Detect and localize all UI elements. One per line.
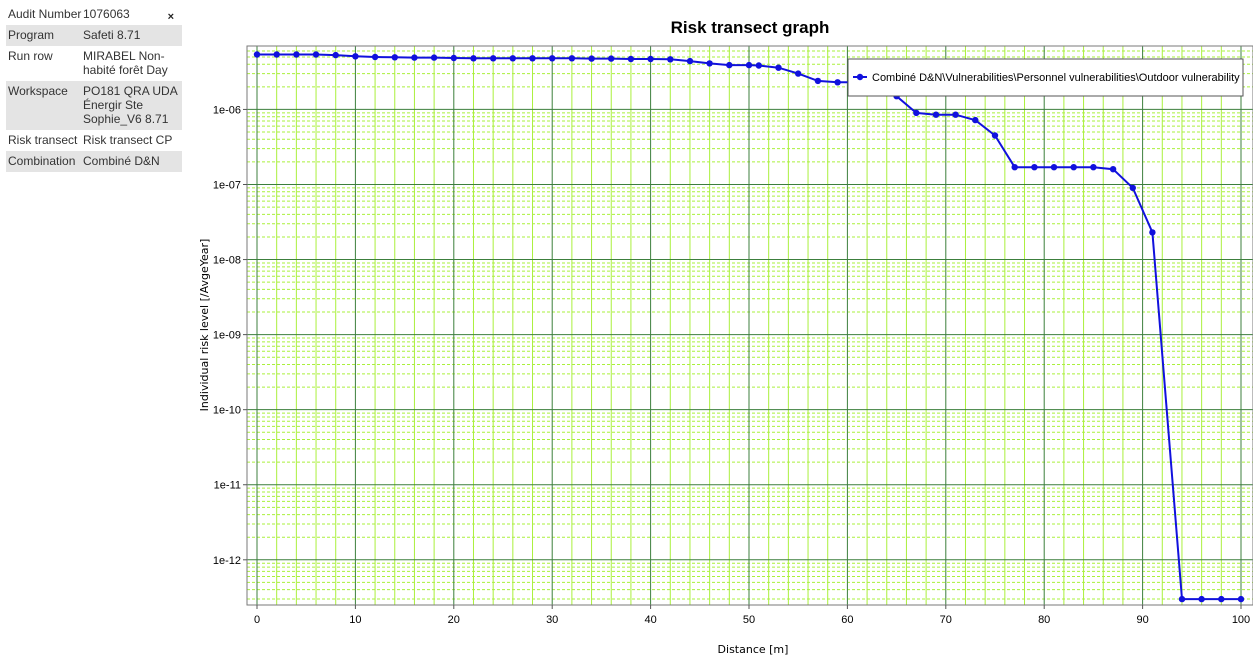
x-tick-label: 60 bbox=[841, 614, 853, 626]
x-tick-label: 80 bbox=[1038, 614, 1050, 626]
data-point bbox=[1070, 164, 1077, 171]
data-point bbox=[490, 55, 497, 62]
data-point bbox=[1090, 164, 1097, 171]
data-point bbox=[509, 55, 516, 62]
y-tick-label: 1e-11 bbox=[214, 480, 241, 492]
info-row-run-row: Run row MIRABEL Non-habité forêt Day bbox=[6, 46, 182, 81]
y-tick-label: 1e-09 bbox=[213, 330, 241, 342]
info-row-audit-number: Audit Number 1076063 bbox=[6, 4, 182, 25]
chart-grid bbox=[247, 45, 1253, 605]
data-point bbox=[1237, 595, 1245, 603]
x-tick-label: 70 bbox=[940, 614, 952, 626]
data-point bbox=[647, 55, 654, 63]
data-point bbox=[352, 53, 359, 60]
legend-box bbox=[847, 58, 1244, 97]
info-value: Safeti 8.71 bbox=[83, 28, 141, 42]
series-layer bbox=[253, 51, 1245, 603]
data-point bbox=[972, 116, 979, 124]
x-tick-label: 40 bbox=[644, 614, 656, 626]
data-point bbox=[430, 54, 438, 61]
data-point bbox=[568, 55, 576, 62]
info-row-combination: Combination Combiné D&N bbox=[6, 151, 182, 172]
y-tick-label: 1e-12 bbox=[213, 555, 241, 567]
x-tick-label: 20 bbox=[448, 614, 460, 626]
data-point bbox=[411, 54, 418, 61]
legend-marker bbox=[856, 73, 864, 81]
data-point bbox=[391, 54, 398, 61]
plot-area bbox=[246, 45, 1253, 606]
data-point bbox=[952, 111, 959, 118]
data-point bbox=[1129, 184, 1137, 192]
info-label: Program bbox=[8, 28, 55, 42]
data-point bbox=[834, 79, 841, 86]
data-point bbox=[332, 51, 339, 59]
data-point bbox=[1218, 595, 1225, 603]
info-label: Audit Number bbox=[8, 7, 82, 21]
y-tick-label: 1e-08 bbox=[213, 255, 241, 267]
data-point bbox=[1011, 164, 1018, 171]
info-label: Workspace bbox=[8, 84, 68, 98]
data-point bbox=[1109, 166, 1117, 173]
data-point bbox=[932, 111, 940, 118]
legend: Combiné D&N\Vulnerabilities\Personnel vu… bbox=[847, 58, 1244, 97]
y-tick-label: 1e-10 bbox=[213, 405, 241, 417]
data-point bbox=[450, 54, 457, 62]
data-point bbox=[1178, 595, 1186, 603]
data-point bbox=[745, 61, 753, 69]
info-row-program: Program Safeti 8.71 bbox=[6, 25, 182, 46]
data-point bbox=[627, 55, 635, 63]
data-point bbox=[1050, 164, 1058, 171]
audit-info-panel: × Audit Number 1076063 Program Safeti 8.… bbox=[6, 4, 182, 172]
close-icon[interactable]: × bbox=[167, 11, 174, 23]
x-axis-label: Distance [m] bbox=[718, 643, 789, 656]
x-tick-label: 10 bbox=[349, 614, 361, 626]
info-value: Risk transect CP bbox=[83, 133, 173, 147]
x-tick-label: 100 bbox=[1232, 614, 1250, 626]
info-value: Combiné D&N bbox=[83, 154, 160, 168]
data-point bbox=[795, 70, 802, 77]
x-tick-label: 30 bbox=[546, 614, 558, 626]
data-point bbox=[371, 53, 379, 61]
info-value: MIRABEL Non-habité forêt Day bbox=[83, 49, 168, 77]
tick-labels: 0 10 20 30 40 50 60 70 80 90 100 1e-06 1e-07 1e-08 1e-… bbox=[213, 104, 1250, 626]
data-point bbox=[913, 109, 920, 117]
info-row-risk-transect: Risk transect Risk transect CP bbox=[6, 130, 182, 151]
y-axis-label: Individual risk level [/AvgeYear] bbox=[198, 239, 211, 412]
data-point bbox=[1149, 229, 1156, 236]
x-tick-label: 90 bbox=[1136, 614, 1148, 626]
data-point bbox=[253, 51, 261, 58]
data-point bbox=[293, 51, 300, 58]
info-label: Run row bbox=[8, 49, 53, 63]
data-point bbox=[312, 51, 320, 58]
data-point bbox=[726, 61, 733, 69]
data-point bbox=[529, 55, 536, 62]
data-point bbox=[549, 55, 556, 62]
data-point bbox=[814, 77, 822, 85]
data-point bbox=[1031, 164, 1038, 171]
data-point bbox=[775, 64, 782, 71]
data-point bbox=[470, 55, 477, 62]
y-tick-label: 1e-07 bbox=[213, 179, 241, 191]
data-point bbox=[706, 60, 713, 67]
data-point bbox=[686, 57, 694, 65]
data-point bbox=[1198, 595, 1205, 603]
data-point bbox=[667, 56, 674, 63]
data-point bbox=[273, 51, 280, 58]
data-point bbox=[991, 132, 999, 139]
legend-entry: Combiné D&N\Vulnerabilities\Personnel vu… bbox=[872, 72, 1240, 84]
data-point bbox=[608, 55, 615, 62]
info-label: Risk transect bbox=[8, 133, 78, 147]
chart-title: Risk transect graph bbox=[671, 18, 830, 37]
data-point bbox=[755, 62, 762, 69]
data-point bbox=[588, 55, 595, 62]
info-row-workspace: Workspace PO181 QRA UDA Énergir Ste Soph… bbox=[6, 81, 182, 130]
x-tick-label: 50 bbox=[743, 614, 755, 626]
info-label: Combination bbox=[8, 154, 76, 168]
x-tick-label: 0 bbox=[254, 614, 260, 626]
info-value: PO181 QRA UDA Énergir Ste Sophie_V6 8.71 bbox=[83, 84, 178, 126]
y-tick-label: 1e-06 bbox=[213, 104, 241, 116]
info-value: 1076063 bbox=[83, 7, 130, 21]
